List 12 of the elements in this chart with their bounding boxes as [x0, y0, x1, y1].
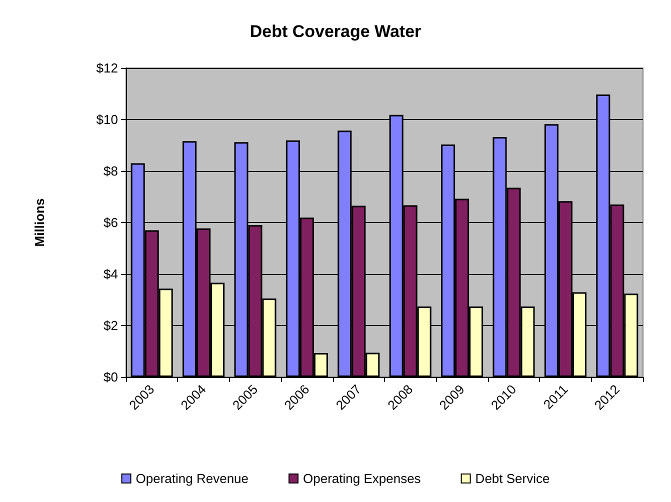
y-axis-title: Millions [32, 198, 47, 247]
y-tick-label: $4 [104, 266, 118, 282]
y-tick-label: $10 [96, 112, 118, 127]
y-tick-label: $0 [104, 370, 118, 384]
legend-label: Operating Expenses [303, 471, 422, 486]
y-tick-label: $12 [96, 60, 118, 76]
y-tick-label: $6 [104, 215, 118, 230]
legend-label: Debt Service [475, 471, 550, 486]
y-tick-label: $8 [104, 164, 118, 178]
y-tick-label: $2 [104, 318, 118, 333]
legend-label: Operating Revenue [136, 471, 249, 486]
chart-title: Debt Coverage Water [250, 22, 422, 41]
